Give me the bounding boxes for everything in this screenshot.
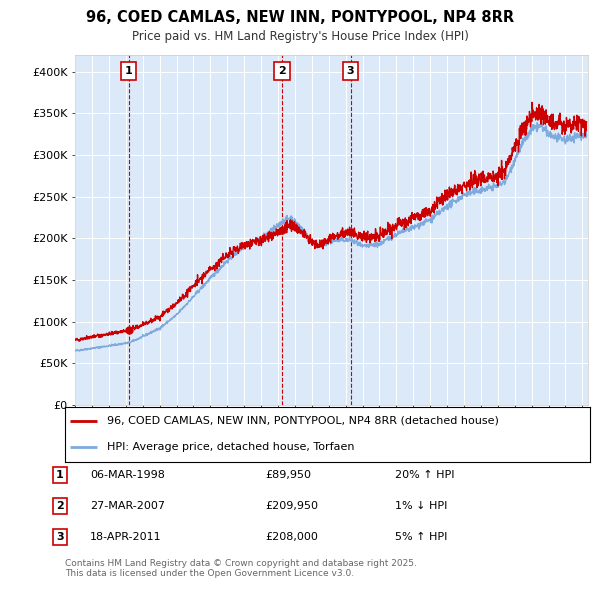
Text: 2: 2: [56, 501, 64, 511]
Text: 96, COED CAMLAS, NEW INN, PONTYPOOL, NP4 8RR (detached house): 96, COED CAMLAS, NEW INN, PONTYPOOL, NP4…: [107, 416, 499, 426]
Text: 3: 3: [347, 66, 355, 76]
Text: £89,950: £89,950: [265, 470, 311, 480]
Text: 2: 2: [278, 66, 286, 76]
Text: 1% ↓ HPI: 1% ↓ HPI: [395, 501, 448, 511]
Text: Contains HM Land Registry data © Crown copyright and database right 2025.
This d: Contains HM Land Registry data © Crown c…: [65, 559, 417, 578]
Text: 96, COED CAMLAS, NEW INN, PONTYPOOL, NP4 8RR: 96, COED CAMLAS, NEW INN, PONTYPOOL, NP4…: [86, 10, 514, 25]
Text: £208,000: £208,000: [265, 532, 318, 542]
Text: 27-MAR-2007: 27-MAR-2007: [90, 501, 165, 511]
Text: 1: 1: [56, 470, 64, 480]
Text: 3: 3: [56, 532, 64, 542]
Text: 06-MAR-1998: 06-MAR-1998: [90, 470, 165, 480]
Text: 5% ↑ HPI: 5% ↑ HPI: [395, 532, 448, 542]
Text: Price paid vs. HM Land Registry's House Price Index (HPI): Price paid vs. HM Land Registry's House …: [131, 30, 469, 43]
Text: HPI: Average price, detached house, Torfaen: HPI: Average price, detached house, Torf…: [107, 441, 355, 451]
Text: 18-APR-2011: 18-APR-2011: [90, 532, 161, 542]
Text: 20% ↑ HPI: 20% ↑ HPI: [395, 470, 455, 480]
Text: 1: 1: [125, 66, 133, 76]
Text: £209,950: £209,950: [265, 501, 318, 511]
